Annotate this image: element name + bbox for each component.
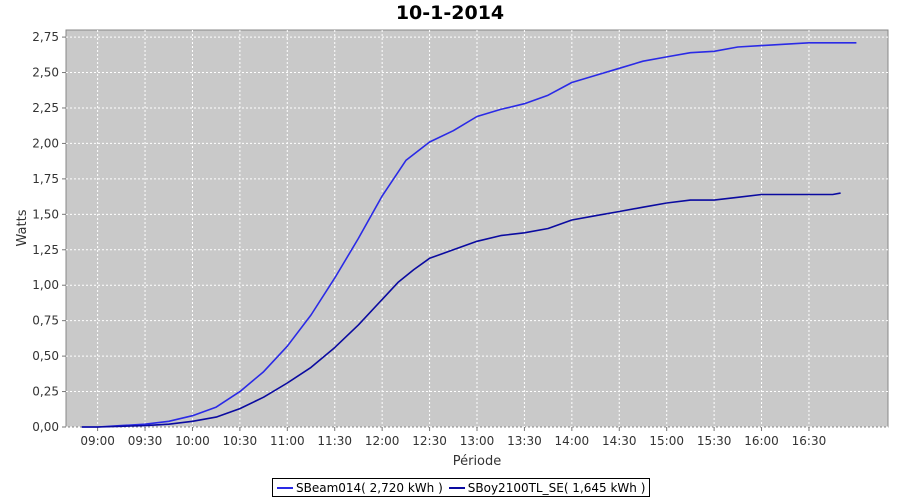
x-tick-label: 10:30	[223, 434, 258, 448]
legend-label: SBeam014( 2,720 kWh )	[296, 480, 443, 495]
y-tick-label: 1,25	[32, 243, 59, 257]
y-tick-label: 0,25	[32, 385, 59, 399]
x-tick-label: 16:00	[744, 434, 779, 448]
x-tick-label: 15:00	[649, 434, 684, 448]
x-tick-label: 09:00	[80, 434, 115, 448]
x-tick-label: 16:30	[792, 434, 827, 448]
x-tick-label: 13:30	[507, 434, 542, 448]
x-tick-label: 15:30	[697, 434, 732, 448]
y-tick-label: 1,50	[32, 207, 59, 221]
legend-item-sbeam014: SBeam014( 2,720 kWh )	[277, 481, 443, 495]
gridlines	[66, 30, 888, 428]
y-tick-label: 0,75	[32, 314, 59, 328]
x-tick-label: 14:30	[602, 434, 637, 448]
y-tick-label: 1,75	[32, 172, 59, 186]
y-tick-label: 2,50	[32, 66, 59, 80]
y-axis-ticks: 0,00 0,25 0,50 0,75 1,00 1,25 1,50 1,75 2,00 2,25…	[32, 30, 66, 434]
x-tick-label: 09:30	[128, 434, 163, 448]
y-tick-label: 0,00	[32, 420, 59, 434]
legend-item-sboy2100tl: SBoy2100TL_SE( 1,645 kWh )	[448, 480, 646, 495]
legend-swatch	[448, 486, 465, 489]
y-tick-label: 2,75	[32, 30, 59, 44]
series-line-0	[81, 41, 857, 428]
y-tick-label: 2,25	[32, 101, 59, 115]
x-tick-label: 12:00	[365, 434, 400, 448]
series-lines	[81, 41, 857, 428]
x-tick-label: 12:30	[412, 434, 447, 448]
y-tick-label: 0,50	[32, 349, 59, 363]
y-tick-label: 1,00	[32, 278, 59, 292]
y-tick-label: 2,00	[32, 136, 59, 150]
x-tick-label: 13:00	[460, 434, 495, 448]
x-tick-label: 10:00	[175, 434, 210, 448]
series-line-1	[81, 192, 841, 428]
chart-title: 10-1-2014	[395, 2, 505, 24]
x-axis-ticks: 09:00 09:30 10:00 10:30 11:00 11:30 12:00 12:30…	[80, 427, 826, 448]
y-axis-label: Watts	[15, 209, 30, 246]
x-tick-label: 11:30	[317, 434, 352, 448]
legend-swatch	[277, 486, 293, 489]
legend: SBeam014( 2,720 kWh ) SBoy2100TL_SE( 1,6…	[272, 478, 651, 497]
x-tick-label: 11:00	[270, 434, 305, 448]
legend-label: SBoy2100TL_SE( 1,645 kWh )	[467, 480, 646, 495]
x-tick-label: 14:00	[555, 434, 590, 448]
plot-area	[65, 29, 889, 428]
x-axis-label: Période	[453, 454, 502, 469]
